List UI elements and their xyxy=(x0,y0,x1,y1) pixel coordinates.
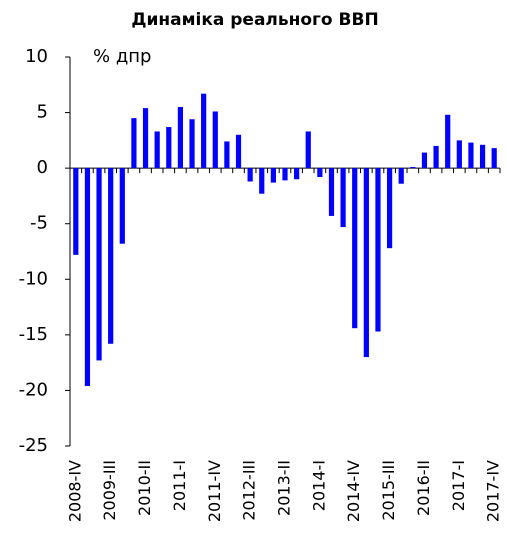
bar xyxy=(433,145,439,169)
y-tick-label: 10 xyxy=(25,46,48,67)
bar xyxy=(410,167,416,169)
bar xyxy=(154,131,160,169)
bar xyxy=(201,93,207,169)
bar xyxy=(119,168,125,244)
bar xyxy=(491,148,497,169)
y-tick-label: -5 xyxy=(30,213,48,234)
bar xyxy=(131,118,137,169)
bar xyxy=(189,119,195,169)
bar xyxy=(270,168,276,183)
x-tick-label: 2010-II xyxy=(135,460,154,516)
bar xyxy=(468,142,474,169)
bar xyxy=(166,127,172,169)
bar xyxy=(73,168,79,255)
bar xyxy=(224,141,230,169)
bar xyxy=(445,114,451,169)
y-tick-label: -15 xyxy=(19,324,48,345)
y-tick-label: -25 xyxy=(19,435,48,456)
bar xyxy=(235,134,242,169)
bar xyxy=(328,168,335,216)
bar xyxy=(142,108,149,169)
y-tick-label: 0 xyxy=(37,157,48,178)
chart-title: Динаміка реального ВВП xyxy=(131,10,378,30)
bar xyxy=(317,168,323,178)
annotation: % дпр xyxy=(93,46,151,67)
x-tick-label: 2008-IV xyxy=(65,460,84,522)
x-tick-label: 2011-IV xyxy=(205,460,224,522)
y-tick-label: 5 xyxy=(37,102,48,123)
x-tick-label: 2014-I xyxy=(309,460,328,511)
bar xyxy=(386,168,393,249)
x-tick-label: 2012-III xyxy=(240,460,259,521)
bar xyxy=(259,168,265,194)
bar xyxy=(398,168,404,184)
bar xyxy=(282,168,288,181)
bar xyxy=(352,168,358,329)
x-tick-label: 2015-III xyxy=(379,460,398,521)
bar xyxy=(421,152,428,169)
x-tick-label: 2009-III xyxy=(100,460,119,521)
bar xyxy=(479,144,486,169)
bar xyxy=(84,168,91,386)
x-tick-label: 2014-IV xyxy=(344,460,363,522)
bar xyxy=(212,111,218,169)
bar xyxy=(305,131,311,169)
x-tick-label: 2017-I xyxy=(449,460,468,511)
x-tick-label: 2011-I xyxy=(170,460,189,511)
x-tick-label: 2013-II xyxy=(275,460,294,516)
x-tick-label: 2016-II xyxy=(414,460,433,516)
bar xyxy=(456,140,462,169)
bar xyxy=(247,168,253,182)
y-tick-label: -20 xyxy=(19,379,48,400)
bar xyxy=(96,168,102,361)
y-tick-label: -10 xyxy=(19,268,48,289)
bar xyxy=(363,168,369,358)
bar xyxy=(340,168,346,228)
x-tick-label: 2017-IV xyxy=(484,460,503,522)
bar xyxy=(108,168,114,344)
bar xyxy=(294,168,300,180)
bar xyxy=(375,168,381,332)
bar xyxy=(177,107,184,169)
